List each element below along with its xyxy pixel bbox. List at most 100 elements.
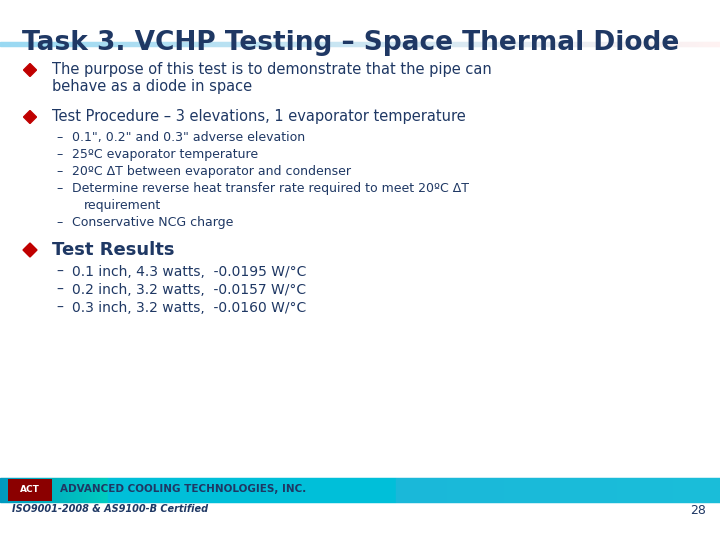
Bar xyxy=(528,478,529,502)
Bar xyxy=(626,42,627,46)
Bar xyxy=(36,42,37,46)
Bar xyxy=(120,42,121,46)
Bar xyxy=(120,478,121,502)
Bar xyxy=(637,478,638,502)
Bar xyxy=(661,42,662,46)
Bar xyxy=(496,42,497,46)
Bar xyxy=(73,42,74,46)
Bar xyxy=(91,478,92,502)
Bar xyxy=(356,42,357,46)
Bar xyxy=(324,42,325,46)
Bar xyxy=(625,42,626,46)
Bar xyxy=(296,42,297,46)
Bar xyxy=(553,42,554,46)
Bar xyxy=(295,478,296,502)
Bar xyxy=(157,478,158,502)
Bar xyxy=(37,478,38,502)
Bar xyxy=(329,478,330,502)
Bar xyxy=(344,478,345,502)
Bar xyxy=(166,478,167,502)
Bar xyxy=(254,478,255,502)
Bar xyxy=(524,478,525,502)
Bar xyxy=(386,42,387,46)
Bar xyxy=(337,478,338,502)
Bar xyxy=(291,478,292,502)
Bar xyxy=(520,42,521,46)
Bar xyxy=(126,42,127,46)
Bar xyxy=(134,478,135,502)
Bar xyxy=(39,42,40,46)
Bar xyxy=(292,478,293,502)
Text: –: – xyxy=(56,265,63,279)
Bar xyxy=(206,42,207,46)
Bar xyxy=(101,478,102,502)
Bar xyxy=(175,478,176,502)
Bar xyxy=(507,42,508,46)
Bar xyxy=(386,478,387,502)
Bar xyxy=(486,42,487,46)
Bar xyxy=(673,42,674,46)
Bar xyxy=(102,42,103,46)
Bar xyxy=(153,42,154,46)
Bar xyxy=(663,42,664,46)
Bar xyxy=(220,42,221,46)
Bar xyxy=(576,478,577,502)
Bar xyxy=(499,42,500,46)
Bar xyxy=(284,42,285,46)
Bar xyxy=(680,478,681,502)
Bar xyxy=(110,42,111,46)
Bar xyxy=(571,478,572,502)
Bar xyxy=(666,478,667,502)
Bar xyxy=(506,478,507,502)
Bar xyxy=(298,42,299,46)
Bar xyxy=(666,42,667,46)
Bar xyxy=(399,42,400,46)
Bar xyxy=(480,42,481,46)
Bar xyxy=(220,478,221,502)
Bar xyxy=(361,478,362,502)
Bar xyxy=(109,478,110,502)
Bar xyxy=(500,478,501,502)
Bar xyxy=(171,478,172,502)
Bar xyxy=(588,42,589,46)
Bar xyxy=(660,478,661,502)
Bar xyxy=(116,42,117,46)
Bar xyxy=(153,478,154,502)
Bar xyxy=(706,42,707,46)
Bar xyxy=(291,42,292,46)
Bar xyxy=(444,42,445,46)
Bar xyxy=(458,42,459,46)
Bar xyxy=(394,42,395,46)
Bar xyxy=(44,42,45,46)
Bar xyxy=(160,42,161,46)
Bar xyxy=(440,42,441,46)
Bar xyxy=(9,42,10,46)
Bar xyxy=(677,478,678,502)
Bar xyxy=(321,42,322,46)
Bar xyxy=(297,478,298,502)
Bar xyxy=(501,42,502,46)
Bar xyxy=(686,42,687,46)
Bar xyxy=(70,478,71,502)
Bar xyxy=(257,478,258,502)
Bar xyxy=(541,42,542,46)
Bar xyxy=(277,478,278,502)
Bar xyxy=(582,478,583,502)
Bar xyxy=(693,42,694,46)
Bar xyxy=(463,42,464,46)
Bar xyxy=(621,478,622,502)
Bar xyxy=(45,42,46,46)
Bar xyxy=(514,42,515,46)
Bar xyxy=(37,42,38,46)
Bar xyxy=(197,478,198,502)
Bar xyxy=(690,478,691,502)
Bar xyxy=(583,42,584,46)
Bar xyxy=(245,478,246,502)
Bar xyxy=(629,478,630,502)
Bar xyxy=(706,478,707,502)
Bar xyxy=(250,478,251,502)
Bar xyxy=(551,42,552,46)
Bar xyxy=(688,42,689,46)
Bar xyxy=(172,478,173,502)
Bar xyxy=(646,478,647,502)
